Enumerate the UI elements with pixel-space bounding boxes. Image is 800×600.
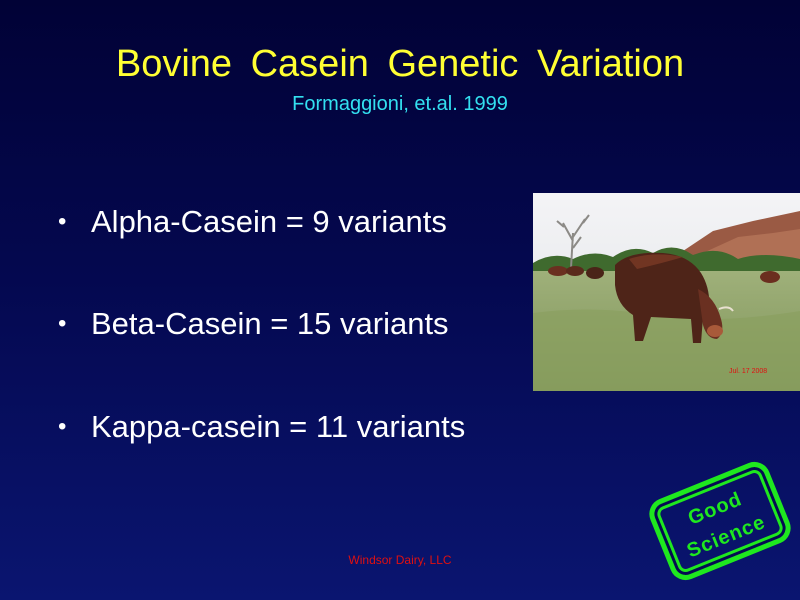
bullet-item: • Kappa-casein = 11 variants: [58, 409, 465, 445]
bullet-text: Kappa-casein = 11 variants: [91, 409, 466, 444]
slide-title: Bovine Casein Genetic Variation: [115, 43, 685, 85]
bullet-text: Alpha-Casein = 9 variants: [91, 204, 447, 239]
footer-company: Windsor Dairy, LLC: [348, 553, 452, 567]
bullet-dot-icon: •: [58, 208, 67, 235]
bullet-item: • Beta-Casein = 15 variants: [58, 306, 449, 342]
slide-subtitle: Formaggioni, et.al. 1999: [292, 93, 508, 115]
grazing-cow-image: Jul. 17 2008: [533, 193, 800, 391]
bullet-text: Beta-Casein = 15 variants: [91, 306, 449, 341]
bullet-dot-icon: •: [58, 310, 67, 337]
cattle-photo: Jul. 17 2008: [533, 193, 800, 391]
photo-date-stamp: Jul. 17 2008: [729, 368, 767, 375]
bullet-dot-icon: •: [58, 413, 67, 440]
bullet-item: • Alpha-Casein = 9 variants: [58, 204, 447, 240]
